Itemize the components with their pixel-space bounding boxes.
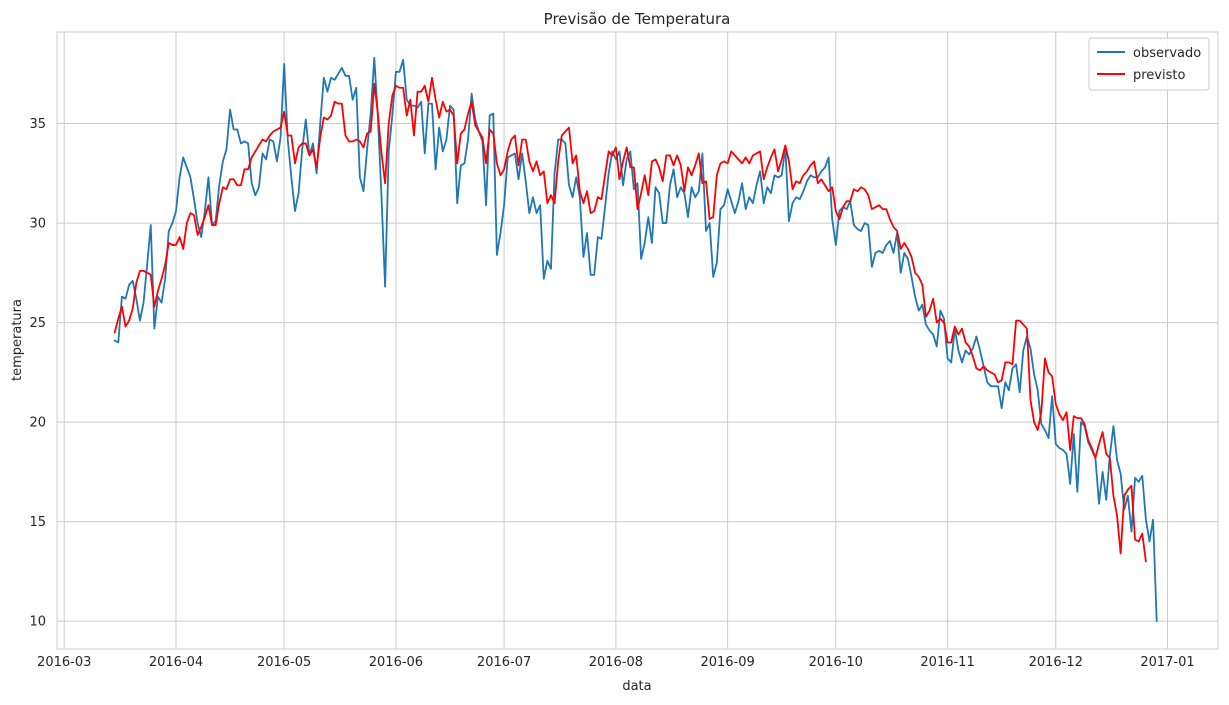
- x-axis-label: data: [622, 679, 651, 694]
- x-tick-label: 2016-06: [369, 655, 423, 670]
- x-tick-label: 2016-11: [920, 655, 974, 670]
- x-tick-label: 2016-09: [700, 655, 754, 670]
- chart-title: Previsão de Temperatura: [544, 10, 731, 28]
- y-tick-label: 30: [29, 217, 46, 232]
- x-tick-label: 2016-04: [149, 655, 203, 670]
- y-tick-label: 20: [29, 416, 46, 431]
- y-tick-label: 10: [29, 615, 46, 630]
- x-tick-label: 2016-08: [589, 655, 643, 670]
- series-line-previsto: [113, 76, 1147, 563]
- grid-lines: [57, 32, 1218, 649]
- plot-area: [57, 32, 1218, 649]
- x-tick-label: 2016-10: [809, 655, 863, 670]
- x-tick-label: 2016-03: [37, 655, 91, 670]
- x-tick-label: 2017-01: [1140, 655, 1194, 670]
- legend-label-observado: observado: [1133, 46, 1201, 61]
- plot-frame: [56, 31, 1219, 650]
- y-tick-label: 25: [29, 316, 46, 331]
- x-axis-ticks: 2016-03 2016-04 2016-05 2016-06 2016-07 2016-…: [37, 655, 1195, 670]
- y-tick-label: 15: [29, 515, 46, 530]
- x-tick-label: 2016-07: [477, 655, 531, 670]
- y-tick-label: 35: [29, 117, 46, 132]
- x-tick-label: 2016-05: [257, 655, 311, 670]
- series-lines: [113, 56, 1158, 623]
- legend-label-previsto: previsto: [1133, 68, 1185, 83]
- x-tick-label: 2016-12: [1029, 655, 1083, 670]
- y-axis-label: temperatura: [10, 299, 25, 381]
- legend: observado previsto: [1088, 37, 1210, 91]
- y-axis-ticks: 10 15 20 25 30 35: [29, 117, 46, 630]
